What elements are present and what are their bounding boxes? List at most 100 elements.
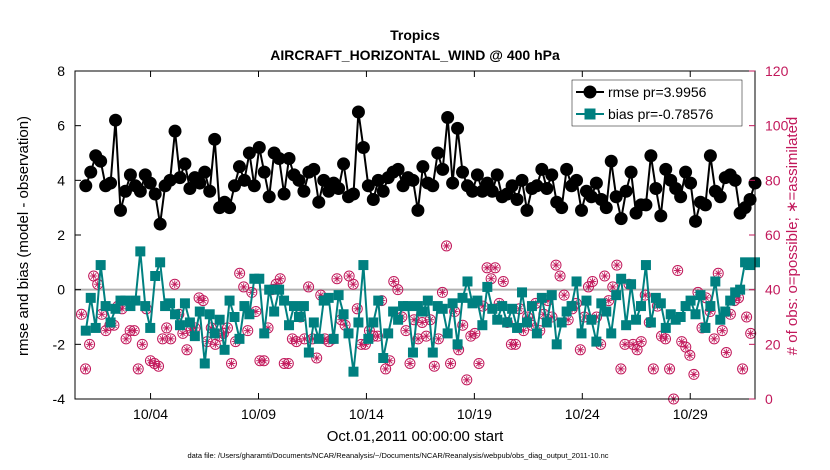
rmse-point xyxy=(619,184,633,198)
rmse-point xyxy=(346,187,360,201)
bias-point xyxy=(635,301,646,312)
obs-possible-marker xyxy=(664,363,676,375)
rmse-point xyxy=(312,195,326,209)
obs-assimilated-marker xyxy=(560,291,568,299)
obs-assimilated-marker xyxy=(211,340,220,349)
obs-possible-marker xyxy=(469,327,481,339)
obs-assimilated-marker xyxy=(304,283,313,291)
bias-point xyxy=(105,317,116,328)
obs-assimilated-marker xyxy=(154,362,163,370)
obs-assimilated-marker xyxy=(677,337,686,346)
rmse-point xyxy=(703,149,717,163)
bias-point xyxy=(194,306,205,317)
bias-point xyxy=(328,333,339,344)
bias-point xyxy=(308,317,319,328)
obs-assimilated-marker xyxy=(345,272,353,280)
rmse-point xyxy=(237,173,251,187)
bias-point xyxy=(264,284,275,295)
obs-assimilated-marker xyxy=(97,310,106,319)
bias-point xyxy=(254,273,265,284)
obs-assimilated-marker xyxy=(742,313,751,321)
obs-assimilated-marker xyxy=(130,326,139,335)
bias-point xyxy=(234,333,245,344)
bias-point xyxy=(333,290,344,301)
rmse-point xyxy=(674,190,688,204)
rmse-point xyxy=(317,173,331,187)
rmse-point xyxy=(337,157,351,171)
obs-assimilated-marker xyxy=(552,261,560,269)
rmse-point xyxy=(728,173,742,187)
bias-point xyxy=(353,317,364,328)
obs-assimilated-marker xyxy=(227,359,236,368)
obs-assimilated-marker xyxy=(467,332,475,340)
obs-possible-marker xyxy=(684,349,696,361)
rmse-point xyxy=(376,184,390,198)
bias-point xyxy=(174,320,185,331)
x-tick-label: 10/19 xyxy=(457,406,492,422)
bias-point xyxy=(611,290,622,301)
obs-assimilated-marker xyxy=(475,359,483,368)
bias-point xyxy=(631,314,642,325)
rmse-point xyxy=(698,198,712,212)
rmse-point xyxy=(173,171,187,185)
rmse-point xyxy=(654,209,668,223)
obs-possible-marker xyxy=(234,267,246,279)
bias-point xyxy=(546,290,557,301)
rmse-point xyxy=(599,201,613,215)
bias-point xyxy=(293,312,304,322)
bias-point xyxy=(566,301,577,312)
bias-point xyxy=(125,301,136,312)
obs-possible-marker xyxy=(688,368,700,380)
x-tick-label: 10/24 xyxy=(565,406,600,422)
obs-possible-marker xyxy=(611,259,623,271)
bias-point xyxy=(437,303,448,314)
bias-point xyxy=(621,320,632,331)
bias-point xyxy=(640,260,651,271)
bias-point xyxy=(526,301,537,312)
obs-possible-marker xyxy=(676,336,688,348)
x-axis-label: Oct.01,2011 00:00:00 start xyxy=(327,428,504,445)
bias-point xyxy=(209,328,220,339)
bias-point xyxy=(298,301,309,312)
bias-point xyxy=(581,295,592,306)
bias-point xyxy=(710,276,721,287)
obs-possible-marker xyxy=(428,360,440,372)
bias-point xyxy=(487,303,498,314)
rmse-point xyxy=(277,187,291,201)
obs-possible-marker xyxy=(720,347,732,359)
bias-point xyxy=(284,320,295,331)
obs-possible-marker xyxy=(242,325,254,337)
bias-point xyxy=(735,284,746,295)
obs-assimilated-marker xyxy=(89,272,98,280)
obs-assimilated-marker xyxy=(637,337,645,346)
bias-point xyxy=(110,303,121,314)
bias-point xyxy=(650,292,661,303)
rmse-point xyxy=(510,192,524,206)
rmse-point xyxy=(743,192,757,206)
bias-point xyxy=(368,317,379,328)
bias-point xyxy=(244,309,255,320)
rmse-point xyxy=(262,190,276,204)
bias-point xyxy=(616,273,627,284)
bias-point xyxy=(422,295,433,306)
rmse-point xyxy=(148,187,162,201)
obs-assimilated-marker xyxy=(556,272,564,280)
bias-point xyxy=(427,347,438,358)
bias-point xyxy=(541,317,552,328)
obs-possible-marker xyxy=(635,336,647,348)
obs-assimilated-marker xyxy=(661,335,670,343)
bias-point xyxy=(140,301,151,312)
rmse-point xyxy=(490,168,504,182)
obs-possible-marker xyxy=(84,338,96,350)
obs-assimilated-marker xyxy=(389,277,398,286)
bias-point xyxy=(675,312,686,322)
obs-possible-marker xyxy=(311,352,323,364)
obs-assimilated-marker xyxy=(746,329,755,338)
rmse-point xyxy=(79,179,93,193)
y-tick-label: -2 xyxy=(53,336,66,352)
rmse-point xyxy=(451,121,465,135)
bias-point xyxy=(660,322,671,333)
bias-point xyxy=(145,322,156,333)
bias-point xyxy=(685,295,696,306)
rmse-point xyxy=(570,173,584,187)
